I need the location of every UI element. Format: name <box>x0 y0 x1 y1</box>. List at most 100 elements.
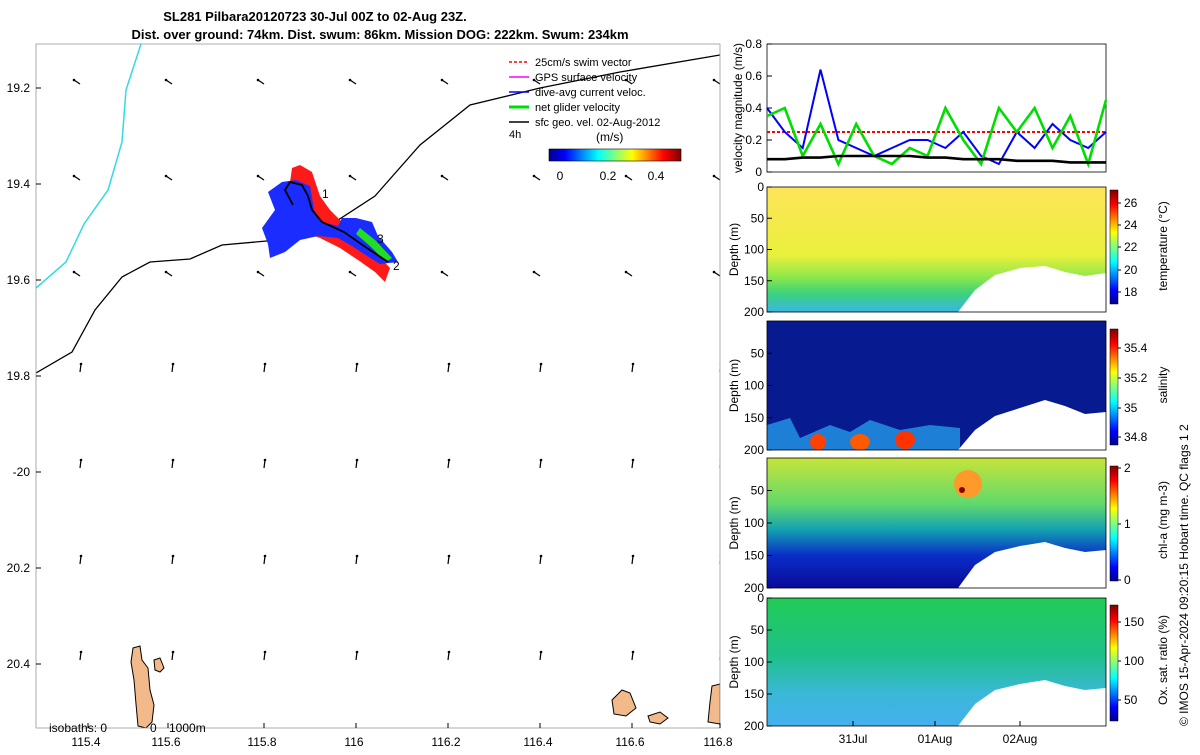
depth-tick-label: 100 <box>744 379 764 393</box>
velocity-arrow <box>72 270 81 277</box>
oxygen-colorbar-tick-label: 150 <box>1124 615 1144 629</box>
velocity-arrow <box>447 554 451 565</box>
depth-tick-label: 50 <box>751 346 765 360</box>
depth-tick-label: 100 <box>744 516 764 530</box>
depth-tick-label: 200 <box>744 719 764 733</box>
legend-label: sfc geo. vel. 02-Aug-2012 <box>535 117 660 129</box>
island-west-2 <box>153 657 165 673</box>
current-vector-cloud <box>262 180 398 264</box>
chlorophyll-seafloor <box>958 542 1106 588</box>
map-colorbar <box>548 148 682 162</box>
velocity-arrow <box>440 174 449 181</box>
legend-label: GPS surface velocity <box>535 72 638 84</box>
temperature-colorbar-tick-label: 22 <box>1124 240 1138 254</box>
net-velocity-segment <box>356 228 392 262</box>
depth-tick-label: 150 <box>744 549 764 563</box>
map-y-tick-label: 19.2 <box>7 81 31 95</box>
velocity-arrow <box>79 362 83 373</box>
velocity-arrow <box>631 650 635 661</box>
velocity-arrow <box>624 174 633 181</box>
velocity-arrow <box>263 362 267 373</box>
depth-tick-label: 50 <box>751 211 765 225</box>
depth-tick-label: 100 <box>744 655 764 669</box>
map-x-tick-label: 116.2 <box>431 735 460 749</box>
salinity-hotspot-3 <box>895 431 915 449</box>
velocity-arrow <box>631 458 635 469</box>
legend-label: net glider velocity <box>535 102 620 114</box>
depth-tick-label: 150 <box>744 687 764 701</box>
velocity-arrow <box>355 362 359 373</box>
map-y-tick-label: -20 <box>13 465 31 479</box>
depth-axis-label: Depth (m) <box>727 359 741 412</box>
velocity-arrow <box>532 174 541 181</box>
salinity-colorbar-tick-label: 35.4 <box>1124 341 1148 355</box>
salinity-colorbar <box>1109 328 1119 446</box>
velocity-arrow <box>539 458 543 469</box>
velocity-arrow <box>79 458 83 469</box>
map-x-ticks: 115.4 115.6 115.8 116 116.2 116.4 116.6 116.8 <box>71 723 733 749</box>
waypoint-1: 1 <box>322 187 329 201</box>
velocity-arrow <box>171 362 175 373</box>
map-y-ticks: 19.2 19.4 19.6 19.8 -20 20.2 20.4 <box>7 81 41 671</box>
legend-label: dive-avg current veloc. <box>535 87 646 99</box>
velocity-arrow <box>440 78 449 85</box>
velocity-arrow <box>447 458 451 469</box>
chlorophyll-colorbar-tick-label: 2 <box>1124 461 1131 475</box>
velocity-arrow <box>171 458 175 469</box>
map-frame <box>35 43 721 729</box>
velocity-arrow <box>532 270 541 277</box>
velocity-arrow <box>171 650 175 661</box>
velocity-arrow <box>164 174 173 181</box>
map-y-tick-label: 19.6 <box>7 273 31 287</box>
colorbar-tick-2: 0.4 <box>648 169 665 183</box>
map-x-tick-label: 115.4 <box>71 735 100 749</box>
chlorophyll-colorbar <box>1109 465 1119 582</box>
chlorophyll-panel: 2 1 0 chl-a (mg m-3) <box>766 457 1170 589</box>
temperature-colorbar-tick-label: 26 <box>1124 196 1138 210</box>
salinity-hotspot-1 <box>810 434 826 450</box>
salinity-hotspot-2 <box>850 434 870 450</box>
depth-tick-label: 200 <box>744 443 764 457</box>
velocity-arrow <box>72 174 81 181</box>
chlorophyll-patch <box>954 470 982 498</box>
waypoint-3: 3 <box>377 232 384 246</box>
velocity-arrow <box>256 270 265 277</box>
time-tick-label: 31Jul <box>839 732 868 746</box>
velocity-arrow <box>256 174 265 181</box>
oxygen-colorbar-tick-label: 50 <box>1124 693 1138 707</box>
depth-tick-label: 100 <box>744 243 764 257</box>
map-y-tick-label: 19.8 <box>7 369 31 383</box>
depth-axis-label: Depth (m) <box>727 496 741 549</box>
velocity-panel: 0 0.2 0.4 0.6 0.8 velocity magnitude (m/s) <box>731 37 1108 179</box>
temperature-panel: 26 24 22 20 18 temperature (°C) <box>766 186 1170 313</box>
map-y-tick-label: 20.2 <box>7 561 31 575</box>
velocity-tick-label: 0.4 <box>745 101 762 115</box>
velocity-arrow <box>263 650 267 661</box>
glider-track: 1 2 3 <box>262 165 400 282</box>
depth-tick-label: 0 <box>757 180 764 194</box>
velocity-arrow <box>712 78 720 85</box>
velocity-arrow <box>72 78 81 85</box>
depth-axis-label: Depth (m) <box>727 635 741 688</box>
isobaths-mid: 0 <box>150 721 157 735</box>
velocity-arrow <box>447 362 451 373</box>
velocity-arrow <box>355 650 359 661</box>
velocity-arrow <box>263 458 267 469</box>
velocity-arrow <box>79 650 83 661</box>
temperature-colorbar-label: temperature (°C) <box>1156 201 1170 291</box>
velocity-ylabel: velocity magnitude (m/s) <box>731 43 745 173</box>
island-east <box>611 689 637 717</box>
time-axis: 31Jul 01Aug 02Aug <box>839 721 1038 746</box>
map-y-tick-label: 20.4 <box>7 657 31 671</box>
velocity-arrow <box>532 78 541 85</box>
salinity-colorbar-tick-label: 34.8 <box>1124 430 1148 444</box>
map-panel: 1 2 3 115.4 115.6 115.8 116 116.2 116.4 116.6 1… <box>7 43 733 749</box>
depth-tick-label: 0 <box>757 591 764 605</box>
time-tick-label: 02Aug <box>1003 732 1038 746</box>
velocity-arrow <box>348 270 357 277</box>
velocity-arrow <box>171 554 175 565</box>
velocity-arrow <box>539 554 543 565</box>
temperature-colorbar <box>1109 189 1119 305</box>
time-tick-label: 01Aug <box>918 732 953 746</box>
depth-tick-label: 200 <box>744 305 764 319</box>
